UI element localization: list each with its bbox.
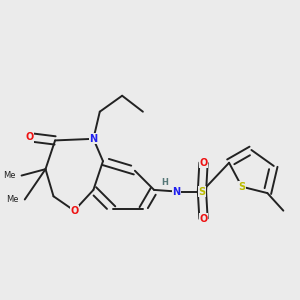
Text: O: O (70, 206, 78, 216)
Text: S: S (238, 182, 245, 192)
Text: N: N (89, 134, 98, 144)
Text: H: H (161, 178, 168, 187)
Text: N: N (172, 187, 181, 196)
Text: Me: Me (6, 195, 18, 204)
Text: Me: Me (3, 171, 15, 180)
Text: O: O (200, 214, 208, 224)
Text: O: O (26, 132, 34, 142)
Text: O: O (200, 158, 208, 168)
Text: S: S (198, 187, 206, 196)
